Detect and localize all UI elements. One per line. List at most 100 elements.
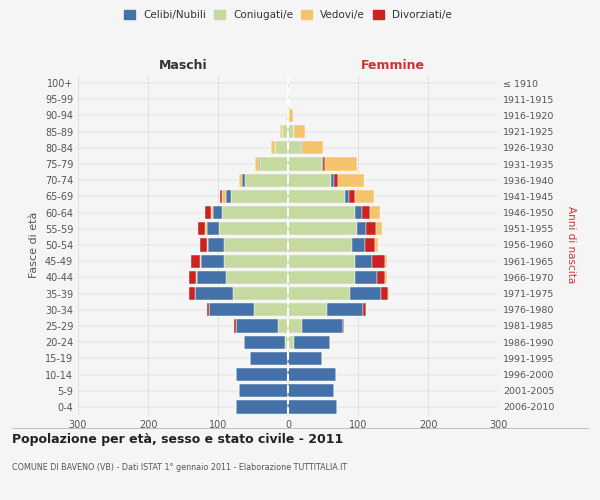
Bar bbox=[377, 270, 385, 284]
Bar bbox=[302, 320, 343, 332]
Bar bbox=[190, 270, 196, 284]
Bar bbox=[208, 238, 224, 252]
Bar bbox=[260, 158, 288, 170]
Bar bbox=[376, 222, 382, 235]
Bar bbox=[213, 206, 221, 220]
Bar bbox=[352, 238, 365, 252]
Bar bbox=[200, 238, 207, 252]
Bar bbox=[355, 190, 374, 203]
Bar bbox=[234, 320, 235, 332]
Bar bbox=[201, 254, 224, 268]
Bar bbox=[334, 174, 338, 187]
Bar bbox=[196, 270, 197, 284]
Bar bbox=[302, 141, 323, 154]
Bar bbox=[245, 174, 288, 187]
Text: Popolazione per età, sesso e stato civile - 2011: Popolazione per età, sesso e stato civil… bbox=[12, 432, 343, 446]
Bar bbox=[370, 206, 380, 220]
Bar bbox=[325, 158, 356, 170]
Bar bbox=[350, 287, 381, 300]
Bar bbox=[224, 238, 288, 252]
Bar bbox=[209, 303, 254, 316]
Bar bbox=[355, 254, 372, 268]
Bar bbox=[293, 336, 330, 349]
Text: COMUNE DI BAVENO (VB) - Dati ISTAT 1° gennaio 2011 - Elaborazione TUTTITALIA.IT: COMUNE DI BAVENO (VB) - Dati ISTAT 1° ge… bbox=[12, 463, 347, 472]
Bar bbox=[221, 206, 288, 220]
Y-axis label: Fasce di età: Fasce di età bbox=[29, 212, 39, 278]
Bar bbox=[275, 141, 288, 154]
Bar bbox=[375, 238, 379, 252]
Bar bbox=[200, 254, 201, 268]
Bar bbox=[226, 190, 230, 203]
Bar bbox=[284, 336, 288, 349]
Bar bbox=[288, 141, 301, 154]
Bar bbox=[356, 222, 367, 235]
Bar bbox=[385, 254, 387, 268]
Bar bbox=[288, 336, 293, 349]
Bar bbox=[288, 352, 322, 365]
Bar bbox=[207, 238, 208, 252]
Bar bbox=[289, 109, 293, 122]
Bar bbox=[372, 254, 385, 268]
Y-axis label: Anni di nascita: Anni di nascita bbox=[566, 206, 575, 284]
Bar bbox=[220, 190, 222, 203]
Bar bbox=[288, 238, 352, 252]
Bar bbox=[211, 206, 213, 220]
Bar bbox=[255, 158, 259, 170]
Bar bbox=[242, 174, 245, 187]
Bar bbox=[226, 270, 288, 284]
Bar bbox=[235, 320, 277, 332]
Bar bbox=[288, 254, 355, 268]
Bar bbox=[205, 206, 211, 220]
Bar bbox=[220, 222, 288, 235]
Bar bbox=[277, 320, 288, 332]
Bar bbox=[367, 222, 376, 235]
Bar bbox=[271, 141, 275, 154]
Bar bbox=[287, 109, 288, 122]
Bar bbox=[288, 368, 335, 381]
Bar bbox=[288, 320, 302, 332]
Bar bbox=[323, 158, 325, 170]
Bar bbox=[235, 368, 288, 381]
Bar bbox=[280, 125, 282, 138]
Bar bbox=[224, 254, 288, 268]
Bar bbox=[207, 222, 220, 235]
Bar bbox=[288, 287, 350, 300]
Bar bbox=[283, 125, 288, 138]
Bar bbox=[355, 206, 361, 220]
Bar bbox=[233, 287, 288, 300]
Bar bbox=[326, 303, 363, 316]
Bar bbox=[222, 190, 226, 203]
Bar bbox=[239, 384, 288, 398]
Bar bbox=[235, 400, 288, 413]
Bar bbox=[254, 303, 288, 316]
Bar bbox=[388, 287, 389, 300]
Bar bbox=[338, 174, 364, 187]
Bar bbox=[288, 76, 289, 90]
Bar bbox=[230, 190, 288, 203]
Bar bbox=[195, 287, 233, 300]
Bar bbox=[191, 254, 200, 268]
Bar bbox=[198, 222, 205, 235]
Bar bbox=[190, 287, 195, 300]
Bar bbox=[288, 206, 355, 220]
Bar bbox=[250, 352, 288, 365]
Bar bbox=[282, 125, 283, 138]
Bar bbox=[346, 190, 349, 203]
Bar bbox=[197, 270, 226, 284]
Bar bbox=[288, 125, 293, 138]
Text: Femmine: Femmine bbox=[361, 59, 425, 72]
Bar bbox=[355, 270, 377, 284]
Bar bbox=[288, 158, 322, 170]
Bar bbox=[293, 125, 295, 138]
Bar bbox=[349, 190, 355, 203]
Bar bbox=[288, 92, 289, 106]
Bar bbox=[239, 174, 242, 187]
Bar bbox=[287, 92, 288, 106]
Bar bbox=[295, 125, 305, 138]
Bar bbox=[288, 190, 346, 203]
Legend: Celibi/Nubili, Coniugati/e, Vedovi/e, Divorziati/e: Celibi/Nubili, Coniugati/e, Vedovi/e, Di… bbox=[124, 10, 452, 20]
Bar bbox=[244, 336, 284, 349]
Bar bbox=[288, 270, 355, 284]
Bar bbox=[365, 238, 375, 252]
Bar bbox=[288, 109, 289, 122]
